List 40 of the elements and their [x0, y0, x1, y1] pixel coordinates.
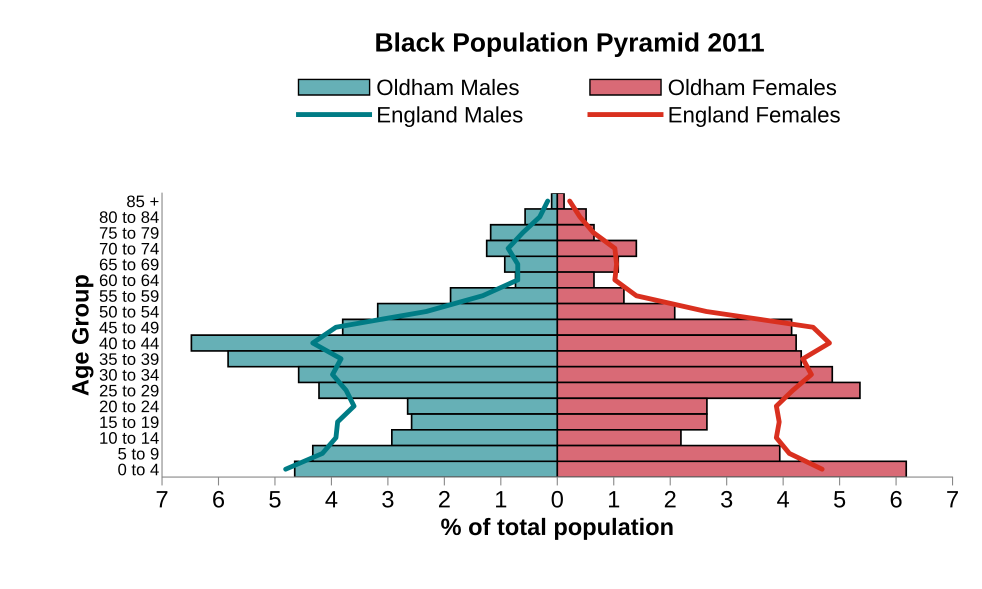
x-tick-label: 6	[890, 490, 902, 508]
y-tick-label: 35 to 39	[100, 353, 158, 365]
x-tick-label: 5	[834, 491, 846, 508]
legend-label: Oldham Males	[377, 78, 519, 96]
y-tick-label: 45 to 49	[99, 322, 158, 334]
y-tick-label: 25 to 29	[100, 384, 158, 397]
y-tick-label: 85 +	[127, 195, 158, 208]
x-tick-label: 3	[382, 490, 394, 508]
y-tick-label: 75 to 79	[100, 227, 158, 239]
legend-label: England Males	[378, 106, 522, 127]
x-tick-label: 5	[269, 491, 281, 508]
y-tick-label: 15 to 19	[100, 416, 158, 428]
x-tick-label: 1	[496, 491, 506, 508]
y-tick-label: 5 to 9	[118, 448, 158, 460]
legend-label: England Females	[670, 106, 840, 127]
y-tick-label: 0 to 4	[118, 464, 159, 476]
y-tick-label: 80 to 84	[100, 211, 159, 224]
legend-label: Oldham Females	[668, 78, 836, 96]
y-tick-label: 60 to 64	[100, 274, 159, 286]
chart-title: Black Population Pyramid 2011	[376, 32, 764, 57]
x-tick-label: 1	[608, 491, 620, 508]
x-tick-label: 3	[721, 490, 732, 508]
y-tick-label: 55 to 59	[100, 290, 158, 302]
y-tick-label: 30 to 34	[100, 368, 159, 381]
x-tick-label: 7	[156, 491, 168, 508]
x-tick-label: 2	[438, 490, 450, 508]
y-axis-title: Age Group	[72, 275, 94, 396]
x-tick-label: 6	[213, 490, 224, 508]
x-tick-label: 2	[664, 490, 676, 508]
x-tick-label: 7	[947, 491, 958, 508]
y-tick-label: 70 to 74	[100, 242, 159, 255]
y-tick-label: 10 to 14	[100, 432, 159, 444]
y-tick-label: 65 to 69	[100, 258, 158, 270]
y-tick-label: 20 to 24	[100, 400, 159, 412]
x-axis-title: % of total population	[441, 518, 673, 540]
y-tick-label: 40 to 44	[99, 337, 159, 350]
y-tick-label: 50 to 54	[100, 306, 159, 318]
x-tick-label: 4	[325, 491, 338, 508]
x-tick-label: 0	[552, 490, 563, 508]
x-tick-label: 4	[777, 491, 790, 508]
